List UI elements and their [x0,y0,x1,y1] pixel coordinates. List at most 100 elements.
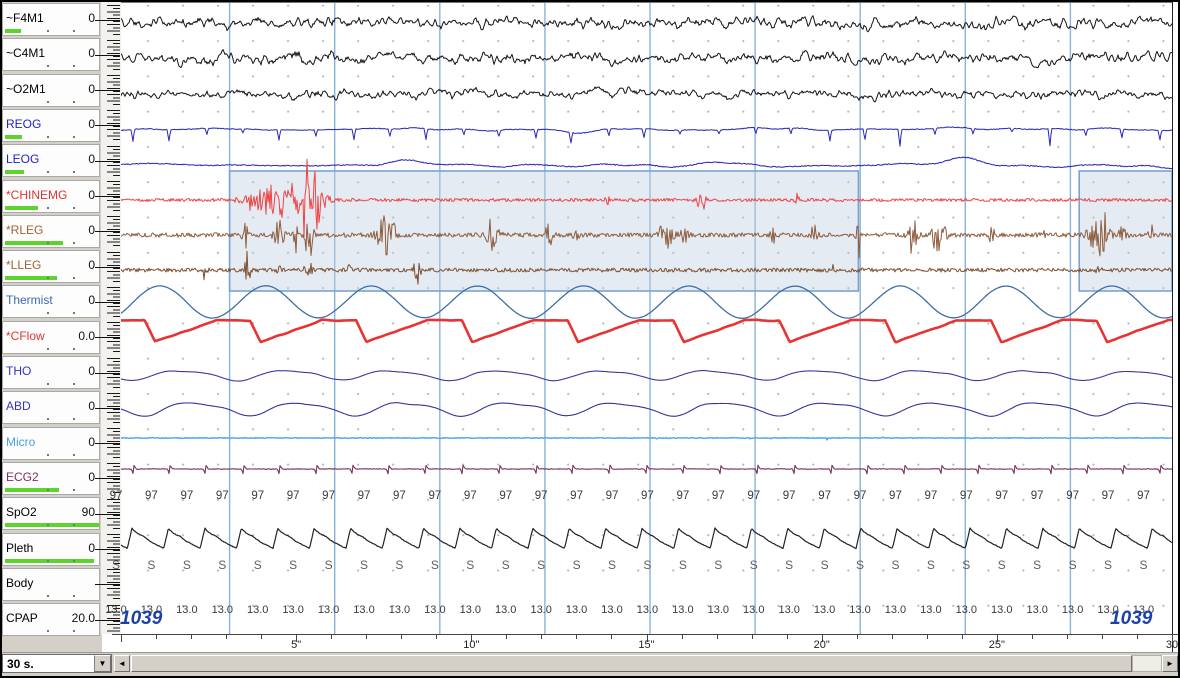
body-position-value: S [891,558,900,572]
horizontal-scrollbar[interactable]: ◄ ► [114,655,1178,672]
trace-o2m1 [121,86,1172,103]
channel-row-leog[interactable]: LEOG 0 [2,144,100,178]
spo2-value: 97 [889,490,902,502]
cpap-pressure-value: 13.0 [743,604,765,616]
gauge-tick-dot [73,206,75,209]
axis-tick [646,635,648,642]
axis-tick [611,635,613,639]
cpap-pressure-value: 13.0 [601,604,623,616]
channel-row-ecg2[interactable]: ECG2 0 [2,461,100,495]
channel-row-spo2[interactable]: SpO2 90 [2,497,100,531]
channel-row-micro[interactable]: Micro 0 [2,426,100,460]
epoch-number-left: 1039 [120,608,163,629]
trace-micro [121,436,1172,441]
channel-row-cpap[interactable]: CPAP 20.0 [2,603,100,637]
signal-quality-gauge [5,523,99,528]
right-margin [1172,2,1179,652]
spo2-value: 97 [570,490,583,502]
cpap-pressure-value: 13.0 [920,604,942,616]
chevron-down-icon[interactable]: ▼ [94,655,111,672]
spo2-value: 97 [534,490,548,502]
body-position-value: S [643,558,652,572]
spo2-value: 97 [1030,490,1044,502]
timebase-select[interactable]: 30 s. ▼ [2,654,112,673]
cpap-pressure-value: 13.0 [813,604,836,616]
axis-tick [401,635,403,639]
scrollbar-track[interactable] [1132,655,1162,672]
cpap-pressure-value: 13.0 [672,604,694,616]
axis-tick [1066,635,1068,639]
signal-quality-gauge [5,170,24,175]
trace-pleth [121,527,1172,550]
channel-label: Body [6,575,34,590]
channel-label: ~C4M1 [6,46,46,61]
channel-scale-value: 0 [88,222,95,237]
axis-tick [681,635,683,639]
body-position-value: S [608,558,617,572]
channel-row-body[interactable]: Body [2,567,100,601]
arrow-left-icon[interactable]: ◄ [114,655,130,672]
gauge-tick-dot [73,347,75,350]
spo2-value: 97 [605,490,619,502]
channel-row-thermist[interactable]: Thermist 0 [2,285,100,319]
body-position-value: S [537,558,546,572]
amplitude-ruler [95,216,120,247]
body-position-value: S [962,558,971,572]
cpap-pressure-value: 13.0 [211,604,233,616]
signal-quality-gauge [5,558,95,563]
gauge-tick-dot [47,418,49,421]
channel-label: Pleth [6,540,34,555]
gauge-tick-dot [47,594,49,597]
axis-tick [1031,635,1033,639]
axis-tick-label: 15" [638,639,655,651]
trace-tho [121,370,1172,382]
channel-row-pleth[interactable]: Pleth 0 [2,532,100,566]
spo2-value: 97 [747,490,761,502]
axis-tick [751,635,753,639]
trace-reog [121,126,1172,147]
channel-row-reog[interactable]: REOG 0 [2,108,100,142]
spo2-value: 97 [499,490,513,502]
channel-label: Thermist [6,293,53,308]
spo2-value: 97 [463,490,477,502]
waveform-plot[interactable] [121,2,1172,635]
amplitude-ruler [95,498,120,529]
trace-rleg [121,212,1172,259]
axis-tick [926,635,928,639]
axis-tick [191,635,193,639]
channel-row-cflow[interactable]: *CFlow 0.0 [2,320,100,354]
spo2-value: 97 [924,490,938,502]
channel-row-chinemg[interactable]: *CHINEMG 0 [2,179,100,213]
channel-row-lleg[interactable]: *LLEG 0 [2,250,100,284]
channel-row-tho[interactable]: THO 0 [2,356,100,389]
channel-label: REOG [6,116,42,131]
scrollbar-thumb[interactable] [131,655,1132,672]
amplitude-ruler [95,604,120,635]
body-position-value: S [856,558,865,572]
cpap-pressure-value: 13.0 [530,604,552,616]
channel-row-f4m1[interactable]: ~F4M1 0 [2,3,100,36]
channel-row-rleg[interactable]: *RLEG 0 [2,214,100,248]
channel-scale-value: 0 [88,152,95,167]
selection-highlight[interactable] [228,170,860,292]
axis-tick-label: 25" [988,639,1005,651]
body-position-value: S [182,558,191,572]
gauge-tick-dot [47,30,49,32]
spo2-value: 97 [180,490,194,502]
trace-lleg [121,250,1172,285]
axis-tick [961,635,963,639]
gauge-tick-dot [47,241,49,244]
channel-row-abd[interactable]: ABD 0 [2,391,100,425]
gauge-tick-dot [47,453,49,456]
gauge-tick-dot [47,65,49,68]
channel-row-o2m1[interactable]: ~O2M1 0 [2,73,100,107]
epoch-number-right: 1039 [1110,608,1153,629]
channel-scale-value: 0 [88,293,95,308]
timebase-value: 30 s. [7,657,34,671]
body-position-value: S [1139,558,1148,572]
gauge-tick-dot [73,100,75,103]
spo2-value: 97 [215,490,229,502]
arrow-right-icon[interactable]: ► [1162,655,1178,672]
amplitude-ruler [95,145,120,176]
channel-row-c4m1[interactable]: ~C4M1 0 [2,38,100,72]
